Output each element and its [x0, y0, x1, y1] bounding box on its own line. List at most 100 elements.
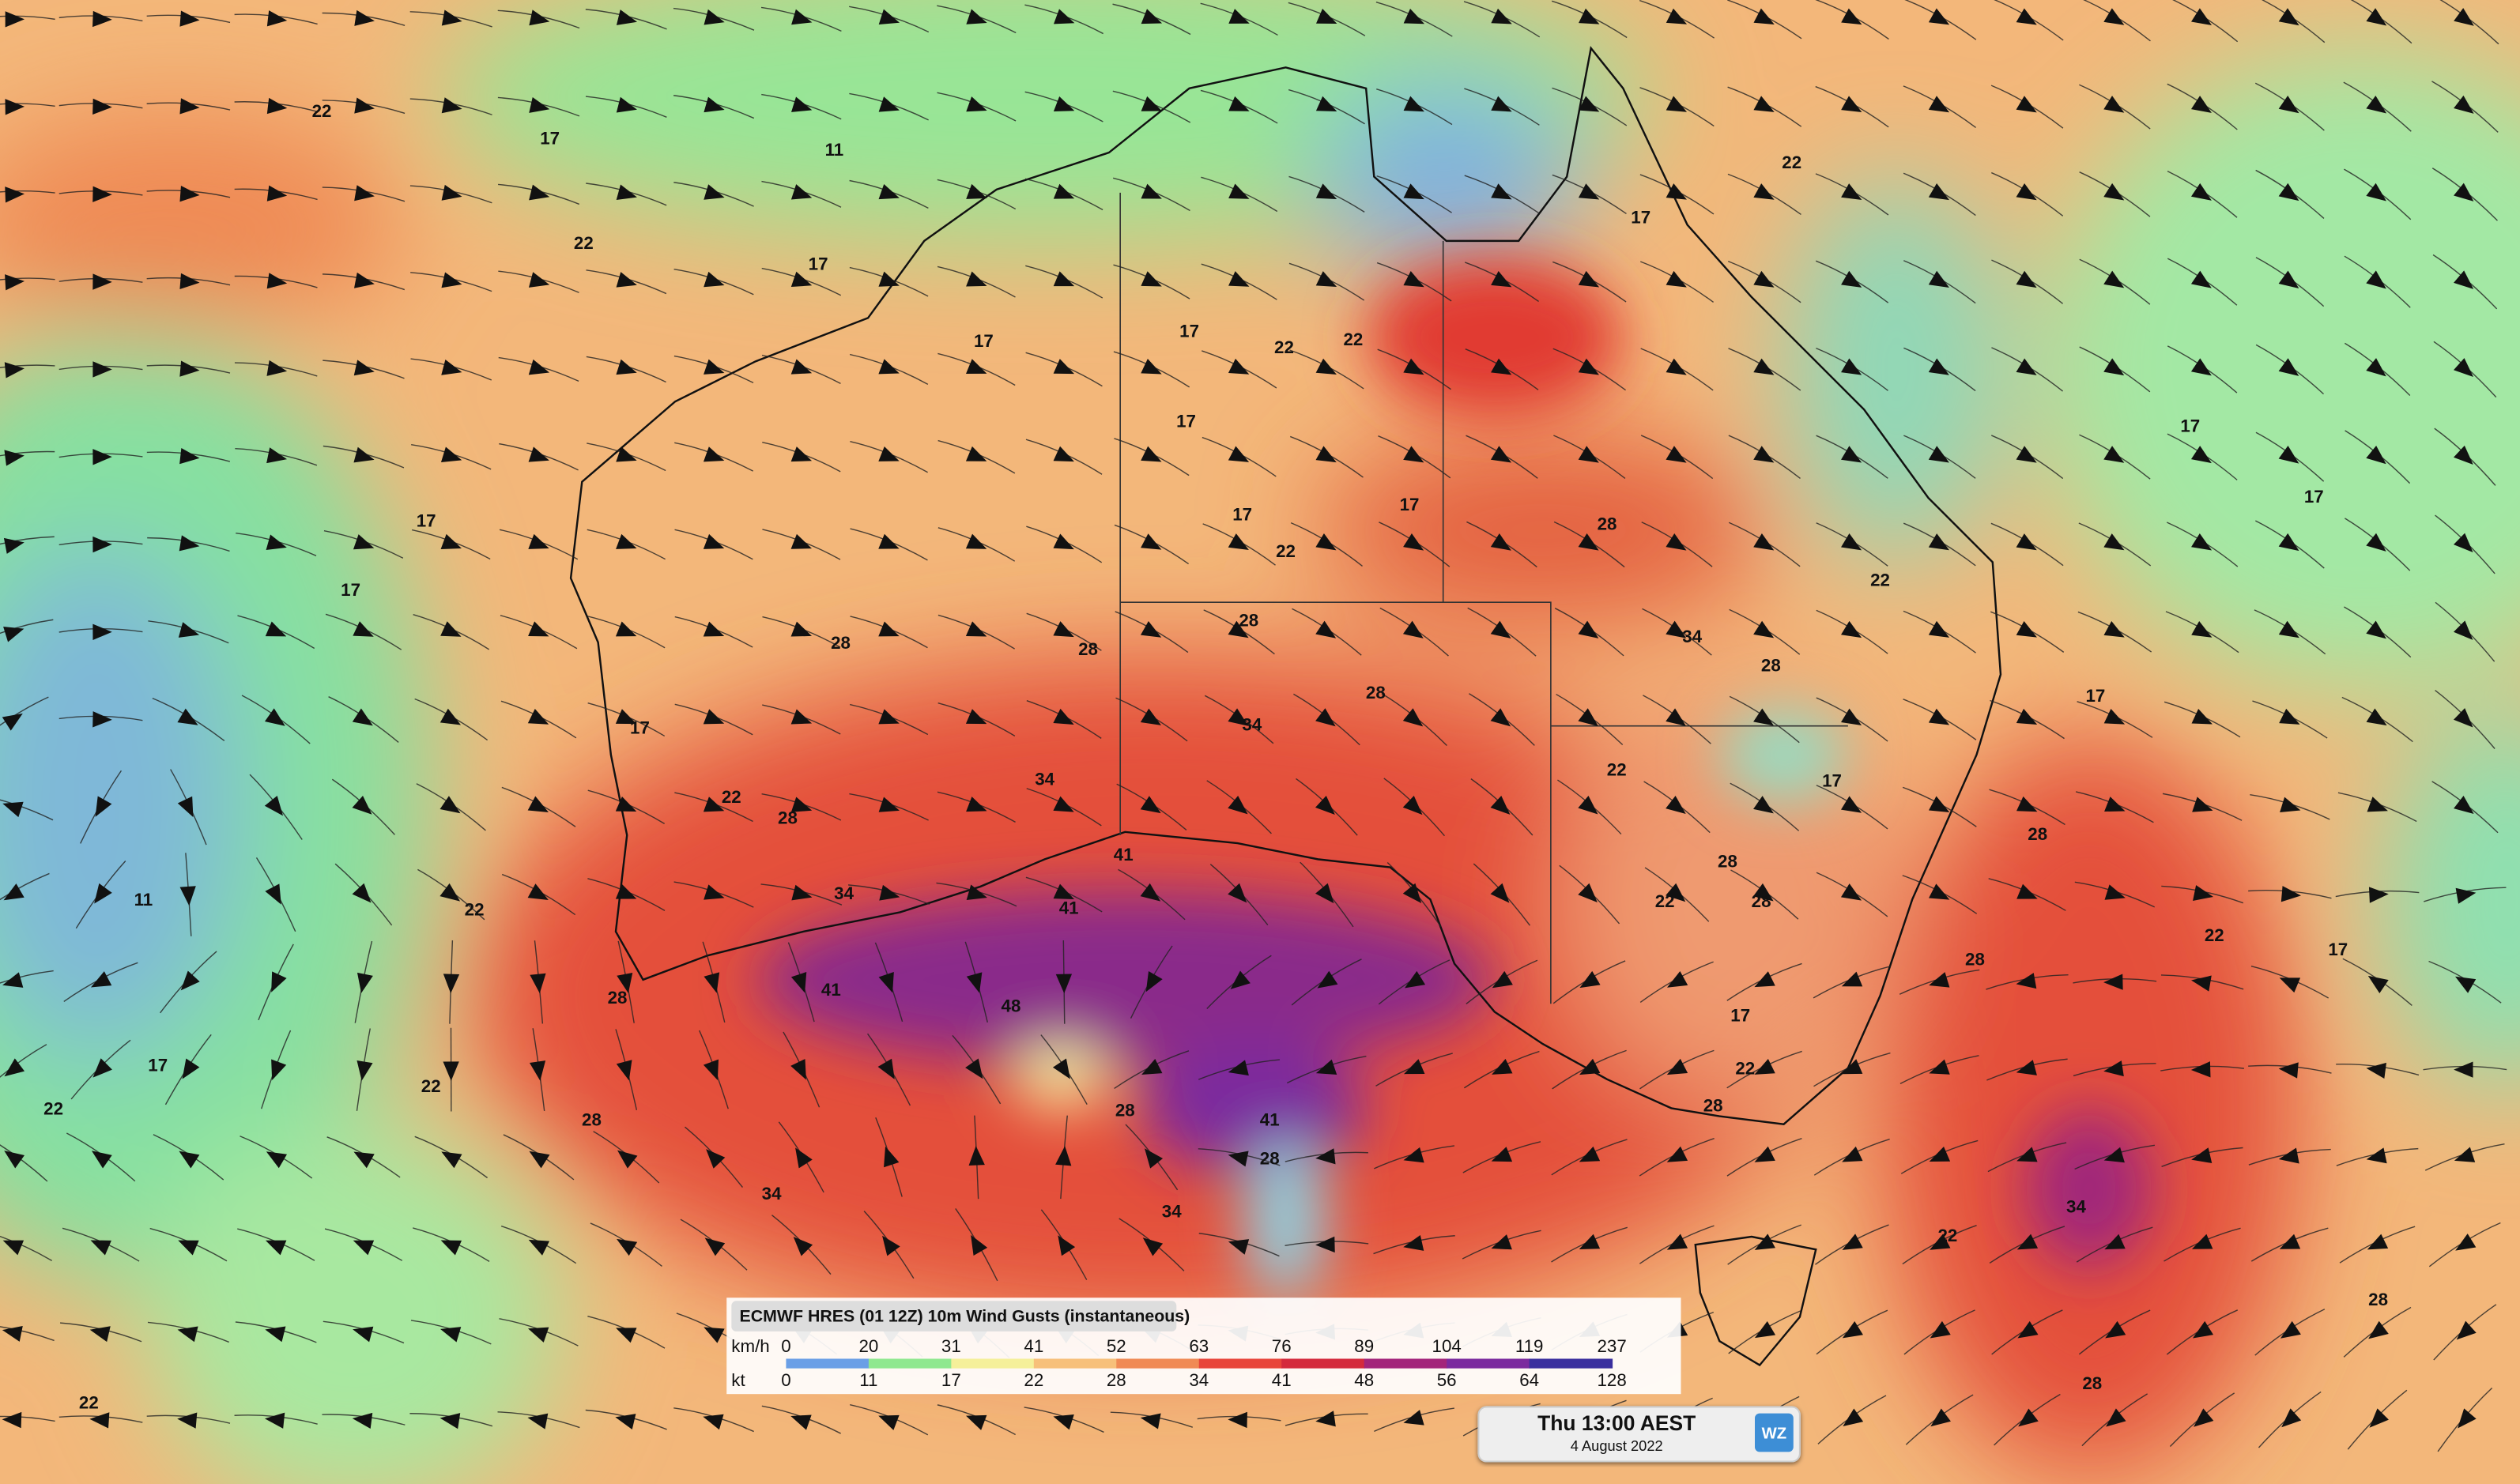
arrow-head [2106, 1408, 2126, 1427]
contour-label: 28 [2368, 1290, 2388, 1309]
arrow-head [356, 972, 373, 993]
arrow-head [1578, 270, 1600, 288]
kt-tick-label: 17 [941, 1370, 961, 1390]
arrow-head [1403, 358, 1424, 375]
arrow-head [965, 533, 987, 549]
contour-label: 22 [79, 1392, 99, 1412]
arrow-head [2368, 887, 2389, 903]
arrow-head [266, 10, 288, 27]
arrow-head [878, 9, 900, 24]
arrow-head [2103, 183, 2125, 201]
arrow-head [616, 446, 637, 462]
arrow-head [1491, 1234, 1512, 1250]
arrow-head [704, 359, 725, 375]
arrow-head [791, 884, 813, 901]
arrow-head [2454, 95, 2474, 114]
arrow-head [1928, 620, 1950, 638]
arrow-head [617, 972, 633, 993]
arrow-head [2366, 708, 2387, 726]
kt-tick-label: 22 [1024, 1370, 1043, 1390]
arrow-head [1141, 271, 1162, 287]
arrow-head [878, 446, 900, 461]
arrow-head [2454, 1147, 2476, 1162]
contour-label: 22 [1274, 337, 1294, 357]
arrow-head [704, 9, 725, 25]
contour-label: 34 [834, 883, 854, 903]
arrow-head [1930, 1408, 1951, 1427]
contour-label: 34 [762, 1184, 782, 1203]
arrow-head [1145, 970, 1163, 992]
contour-label: 17 [341, 580, 360, 600]
arrow-head [527, 1327, 549, 1343]
kmh-tick-label: 76 [1272, 1336, 1292, 1356]
arrow-head [1579, 96, 1600, 112]
arrow-head [353, 1326, 374, 1343]
arrow-head [3, 627, 25, 642]
arrow-head [2190, 446, 2212, 464]
arrow-head [92, 623, 112, 640]
arrow-head [971, 1234, 988, 1256]
arrow-head [1228, 796, 1248, 815]
arrow-head [2191, 709, 2213, 725]
arrow-head [1754, 1146, 1775, 1162]
arrow-head [1928, 8, 1950, 25]
arrow-head [1141, 1058, 1163, 1075]
arrow-head [1578, 883, 1598, 902]
arrow-head [1228, 271, 1250, 287]
arrow-head [2281, 1408, 2302, 1428]
legend-title-box [731, 1301, 1177, 1331]
arrow-head [1315, 358, 1337, 375]
arrow-head [1403, 1410, 1424, 1426]
contour-label: 22 [574, 233, 594, 253]
arrow-head [441, 97, 462, 114]
arrow-head [965, 446, 987, 461]
contour-label: 28 [1366, 683, 1386, 702]
arrow-head [1841, 1059, 1863, 1075]
arrow-head [2193, 1320, 2214, 1339]
arrow-head [2369, 1408, 2389, 1428]
arrow-head [3, 883, 25, 901]
arrow-head [1928, 183, 1950, 201]
arrow-head [1579, 1146, 1601, 1162]
arrow-head [2103, 974, 2123, 990]
arrow-head [1402, 883, 1422, 904]
arrow-head [2455, 976, 2477, 993]
arrow-head [179, 1151, 200, 1169]
arrow-head [354, 185, 375, 202]
arrow-head [1666, 446, 1687, 463]
arrow-head [1228, 1151, 1249, 1167]
contour-label: 17 [1232, 504, 1252, 524]
arrow-head [1053, 533, 1074, 550]
kmh-tick-label: 104 [1432, 1336, 1462, 1356]
arrow-head [1144, 1148, 1164, 1169]
arrow-head [2455, 887, 2477, 904]
arrow-head [1754, 971, 1775, 988]
kmh-tick-label: 31 [941, 1336, 961, 1356]
arrow-head [178, 622, 200, 638]
contour-label: 17 [540, 129, 560, 149]
contour-label: 22 [1782, 153, 1801, 172]
arrow-head [2016, 708, 2038, 725]
arrow-head [2016, 973, 2037, 989]
arrow-head [1842, 1320, 1863, 1339]
arrow-head [530, 973, 546, 994]
arrow-head [1402, 795, 1423, 815]
arrow-head [965, 709, 987, 725]
arrow-head [1141, 9, 1163, 24]
arrow-head [1578, 620, 1599, 638]
arrow-head [965, 621, 987, 637]
arrow-head [1405, 970, 1426, 989]
arrow-head [703, 533, 725, 549]
contour-label: 22 [1735, 1059, 1755, 1079]
arrow-head [443, 974, 460, 994]
contour-label: 28 [1598, 514, 1617, 534]
arrow-head [878, 533, 900, 549]
arrow-head [878, 271, 900, 287]
arrow-head [2190, 183, 2212, 201]
kmh-tick-label: 119 [1515, 1336, 1544, 1356]
arrow-head [2366, 270, 2386, 289]
arrow-head [703, 1414, 724, 1430]
arrow-head [1753, 8, 1775, 24]
arrow-head [1666, 1058, 1688, 1075]
contour-label: 28 [2028, 824, 2047, 844]
